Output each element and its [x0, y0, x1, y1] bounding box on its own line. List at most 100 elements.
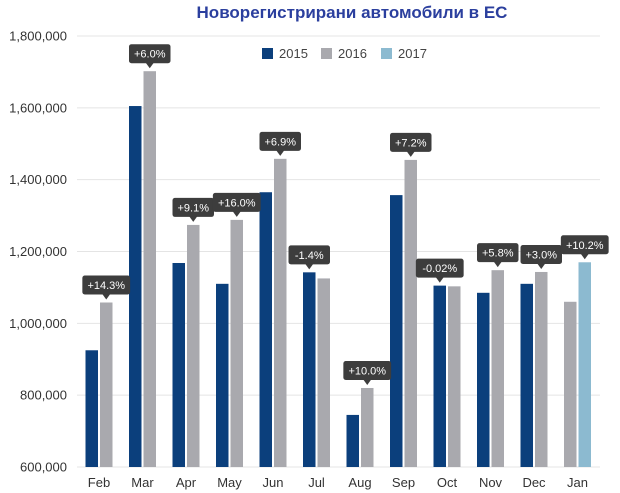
growth-callout: -1.4%: [288, 245, 330, 270]
legend-item-2015: 2015: [262, 46, 308, 61]
growth-callout: +10.0%: [343, 360, 392, 385]
y-tick-label: 600,000: [20, 460, 67, 475]
callout-box: [343, 360, 392, 380]
legend-item-2017: 2017: [381, 46, 427, 61]
bar-2015-sep: [390, 195, 403, 467]
legend-label: 2016: [338, 46, 367, 61]
bars: [85, 71, 591, 468]
callout-box: [259, 131, 301, 151]
callout-label: +3.0%: [526, 249, 558, 261]
callout-box: [477, 243, 519, 263]
callout-label: +6.9%: [265, 136, 297, 148]
callout-label: +5.8%: [482, 248, 514, 260]
bar-2015-dec: [520, 283, 533, 467]
growth-callout: +9.1%: [172, 197, 214, 222]
y-tick-label: 1,800,000: [9, 29, 67, 44]
callout-pointer: [363, 379, 372, 385]
callout-label: -1.4%: [295, 250, 324, 262]
legend-label: 2017: [398, 46, 427, 61]
y-tick-label: 1,400,000: [9, 172, 67, 187]
callout-pointer: [102, 294, 111, 300]
x-tick-label: Jul: [308, 475, 325, 490]
x-tick-label: Mar: [131, 475, 154, 490]
bar-2015-apr: [172, 262, 185, 467]
y-tick-label: 1,000,000: [9, 316, 67, 331]
callout-pointer: [189, 216, 198, 222]
y-tick-label: 800,000: [20, 388, 67, 403]
legend-label: 2015: [279, 46, 308, 61]
growth-callout: +14.3%: [82, 275, 131, 300]
growth-callout: +3.0%: [520, 244, 562, 269]
callout-box: [172, 197, 214, 217]
x-tick-label: Jan: [567, 475, 588, 490]
callout-label: +10.2%: [566, 240, 604, 252]
x-tick-label: Feb: [88, 475, 110, 490]
callout-pointer: [145, 62, 154, 69]
callout-label: +9.1%: [178, 202, 210, 214]
legend-swatch: [381, 48, 392, 59]
callout-box: [212, 192, 261, 212]
callout-box: [129, 44, 171, 64]
callout-pointer: [232, 211, 241, 217]
legend: 2015 2016 2017: [262, 46, 427, 61]
bar-2016-jan: [564, 301, 577, 467]
x-tick-label: Sep: [392, 475, 415, 490]
callout-box: [415, 258, 464, 278]
x-tick-label: Oct: [437, 475, 458, 490]
x-tick-label: Nov: [479, 475, 503, 490]
growth-callout: +6.0%: [129, 44, 171, 69]
y-axis-ticks: 600,000 800,000 1,000,000 1,200,000 1,400,00…: [9, 29, 67, 475]
gridlines: [77, 35, 600, 468]
y-tick-label: 1,200,000: [9, 244, 67, 259]
callout-pointer: [493, 261, 502, 268]
callout-label: -0.02%: [422, 263, 457, 275]
bar-2015-jul: [303, 272, 316, 467]
annotations: +14.3% +6.0% +9.1% +16.0% +6.9% -1.4% +10.0% +7…: [82, 44, 609, 385]
x-tick-label: Aug: [348, 475, 371, 490]
x-axis-ticks: Feb Mar Apr May Jun Jul Aug Sep Oct Nov Dec Jan: [88, 475, 588, 490]
y-tick-label: 1,600,000: [9, 100, 67, 115]
growth-callout: +7.2%: [390, 132, 432, 157]
growth-callout: +5.8%: [477, 243, 519, 268]
callout-box: [390, 132, 432, 152]
x-tick-label: May: [217, 475, 242, 490]
x-tick-label: Jun: [263, 475, 284, 490]
callout-box: [82, 275, 131, 295]
callout-pointer: [305, 263, 314, 270]
bar-2016-sep: [404, 159, 417, 467]
callout-label: +7.2%: [395, 137, 427, 149]
x-tick-label: Apr: [176, 475, 197, 490]
callout-box: [288, 245, 330, 265]
bar-2016-feb: [100, 302, 113, 467]
bar-2015-aug: [346, 414, 359, 467]
growth-callout: +10.2%: [560, 235, 609, 260]
callout-pointer: [435, 277, 444, 283]
growth-callout: +6.9%: [259, 131, 301, 156]
callout-pointer: [580, 253, 589, 260]
bar-2015-feb: [85, 350, 98, 467]
callout-pointer: [276, 150, 285, 156]
chart-title: Новорегистрирани автомобили в ЕС: [197, 3, 508, 22]
bar-2016-jun: [274, 158, 287, 467]
bar-2016-apr: [187, 224, 200, 467]
callout-label: +14.3%: [87, 280, 125, 292]
growth-callout: -0.02%: [415, 258, 464, 283]
bar-2015-oct: [433, 285, 446, 467]
bar-2016-jul: [317, 278, 330, 467]
bar-2016-dec: [535, 271, 548, 467]
bar-2015-mar: [129, 106, 142, 467]
callout-label: +10.0%: [348, 365, 386, 377]
callout-pointer: [406, 151, 415, 157]
x-tick-label: Dec: [522, 475, 546, 490]
legend-item-2016: 2016: [321, 46, 367, 61]
bar-2015-may: [216, 283, 229, 467]
callout-pointer: [537, 263, 546, 269]
bar-2015-nov: [477, 292, 490, 467]
bar-2015-jun: [259, 192, 272, 468]
bar-2016-aug: [361, 387, 374, 467]
bar-2017-jan: [578, 262, 591, 467]
callout-label: +6.0%: [134, 49, 166, 61]
bar-2016-oct: [448, 286, 461, 467]
bar-2016-nov: [491, 270, 504, 467]
